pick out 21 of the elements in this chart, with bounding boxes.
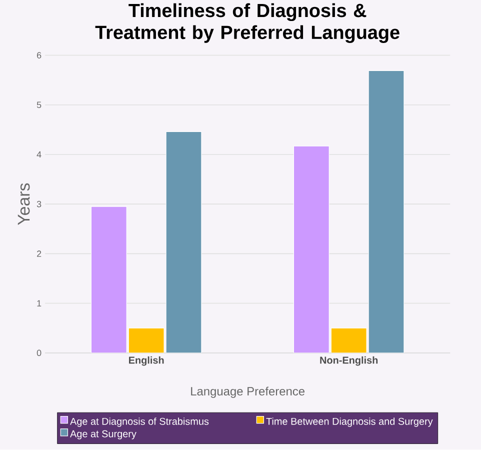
legend-label: Age at Diagnosis of Strabismus — [70, 418, 209, 427]
y-tick-label: 5 — [36, 102, 42, 108]
bar — [90, 206, 127, 353]
chart-title: Timeliness of Diagnosis & Treatment by Preferred Language — [95, 3, 400, 44]
y-tick-label: 3 — [36, 200, 42, 208]
y-tick-label: 2 — [37, 250, 42, 257]
bar — [293, 146, 330, 353]
y-tick-label: 1 — [37, 300, 42, 306]
legend-label: Time Between Diagnosis and Surgery — [266, 418, 433, 427]
bar — [330, 328, 367, 353]
x-axis-title: Language Preference — [191, 386, 305, 398]
bar — [128, 328, 164, 353]
y-axis-title: Years — [18, 183, 30, 226]
bar — [166, 131, 202, 353]
x-tick-label: Non-English — [320, 356, 378, 366]
bar — [368, 70, 404, 353]
y-tick-label: 0 — [36, 350, 42, 356]
y-tick-label: 6 — [37, 52, 42, 59]
y-tick-label: 4 — [36, 151, 42, 158]
x-tick-label: English — [129, 356, 164, 366]
legend-label: Age at Surgery — [70, 430, 136, 440]
